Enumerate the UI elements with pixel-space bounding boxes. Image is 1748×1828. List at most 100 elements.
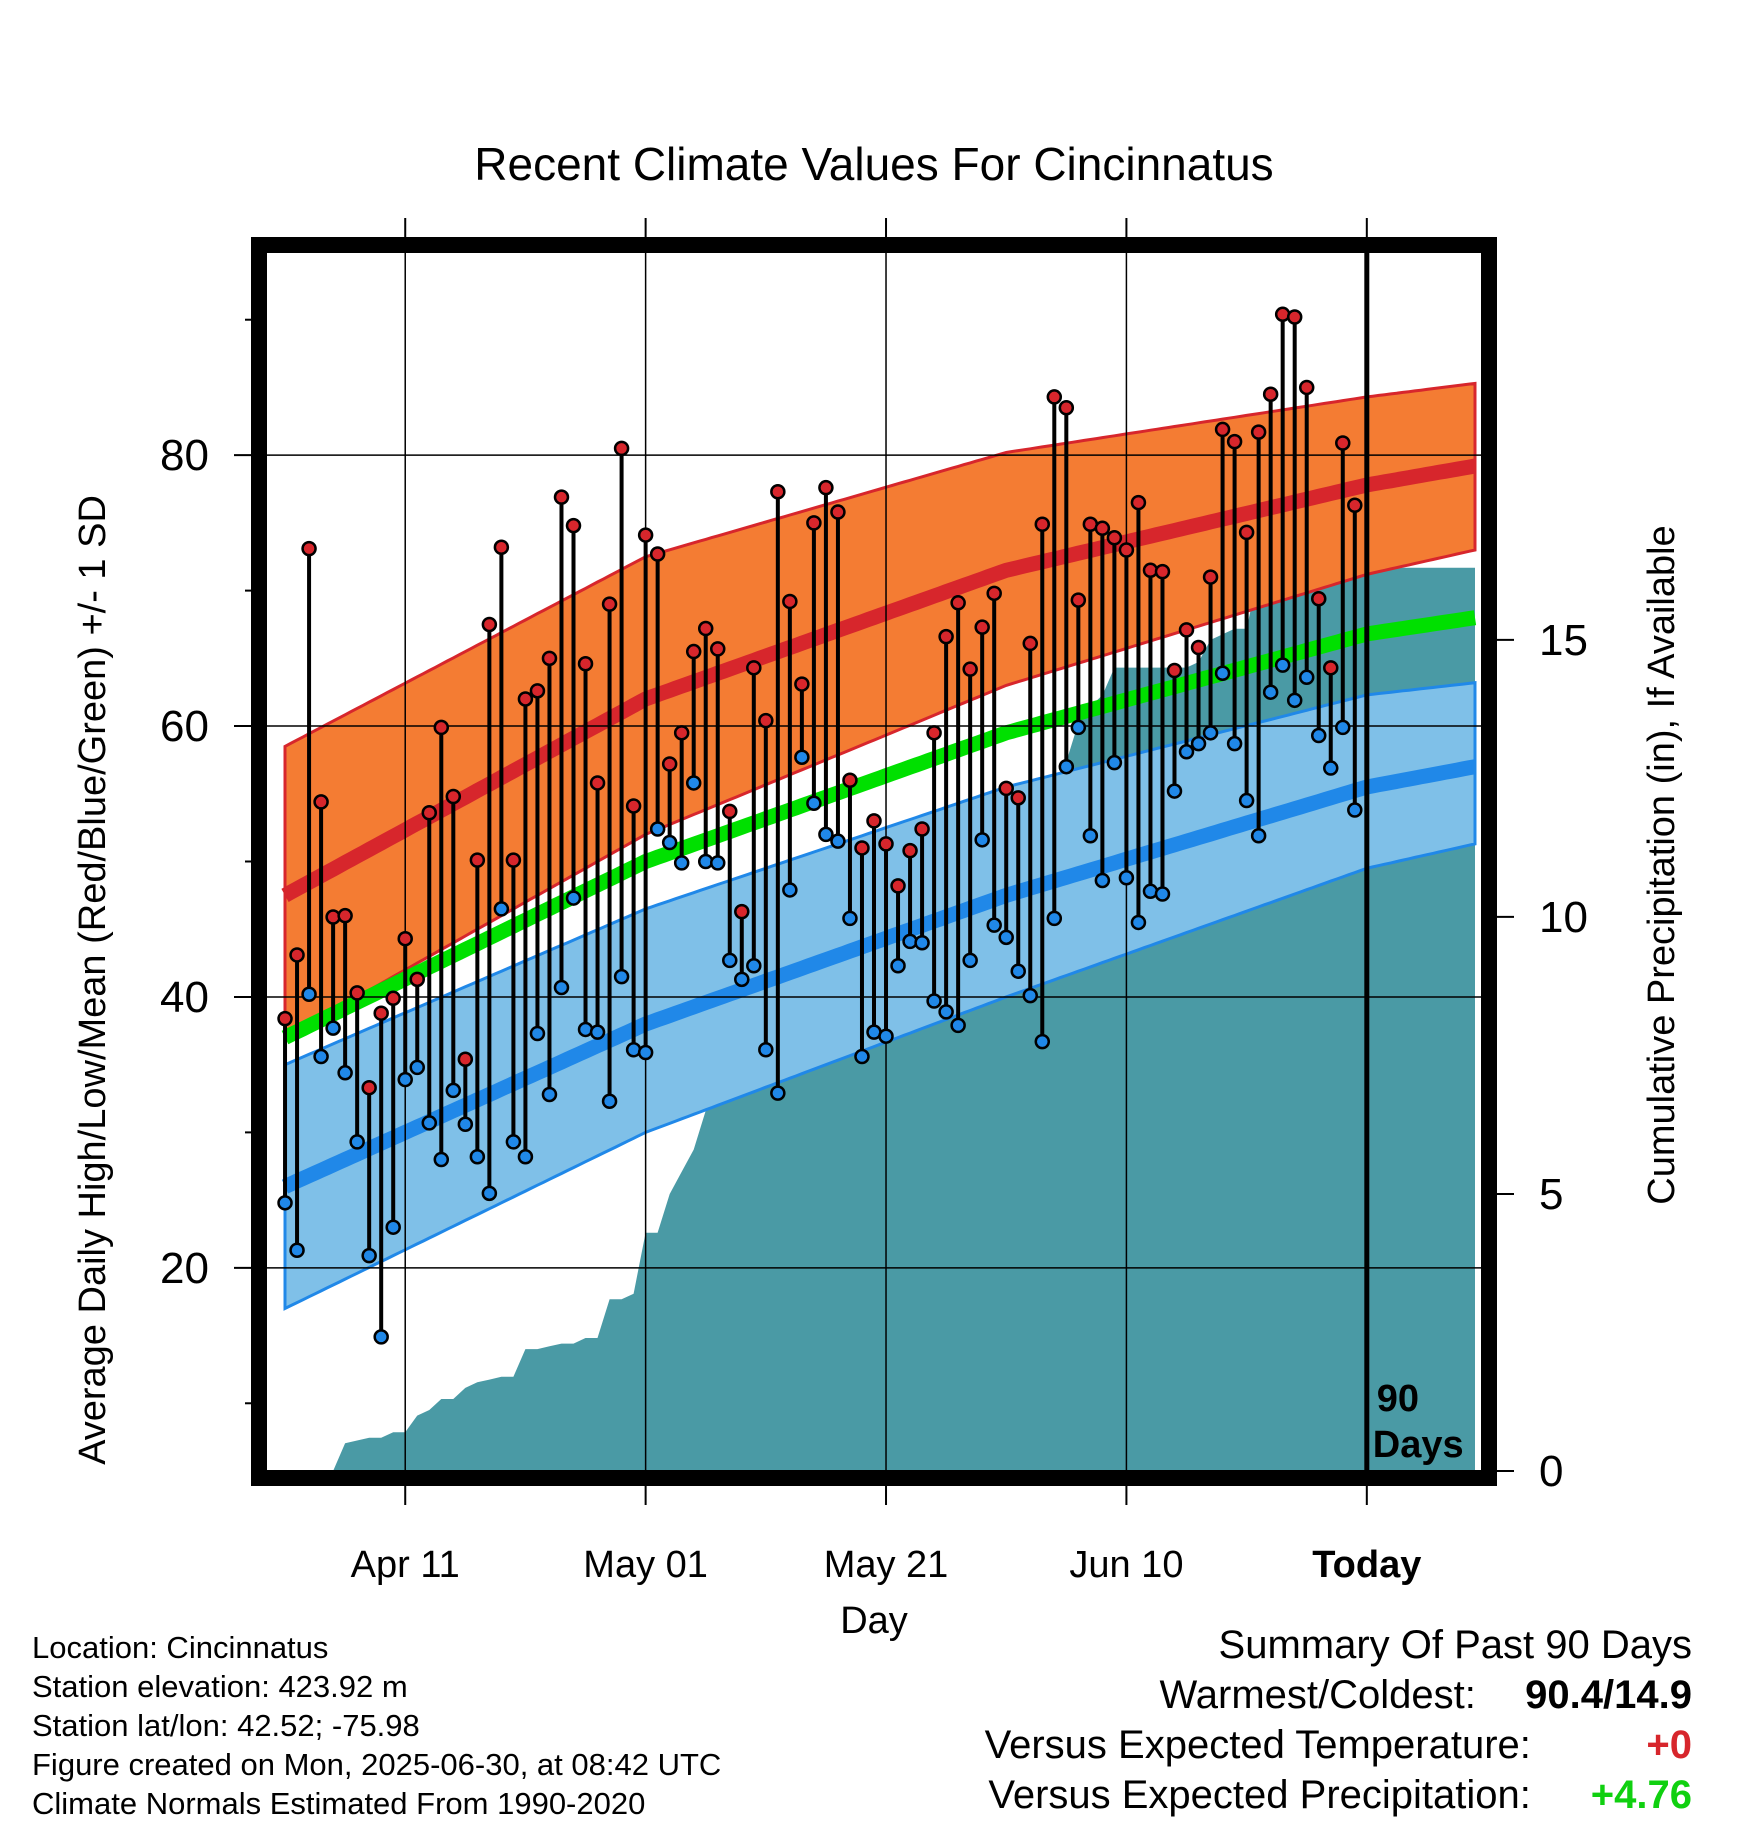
daily-high-point bbox=[421, 804, 438, 821]
daily-high-point bbox=[625, 798, 642, 814]
y-right-tick-label: 15 bbox=[1539, 616, 1588, 665]
daily-low-point bbox=[637, 1044, 654, 1061]
daily-low-point bbox=[1226, 735, 1243, 752]
daily-high-point bbox=[782, 593, 798, 610]
daily-low-point bbox=[890, 958, 906, 974]
daily-high-point bbox=[1238, 524, 1255, 541]
daily-high-point bbox=[1214, 421, 1231, 438]
plot-frame bbox=[251, 237, 1497, 1486]
daily-high-point bbox=[938, 628, 954, 645]
summary-heading: Summary Of Past 90 Days bbox=[1218, 1623, 1692, 1667]
daily-high-point bbox=[289, 947, 305, 963]
daily-high-point bbox=[457, 1051, 474, 1067]
daily-high-point bbox=[842, 772, 858, 788]
daily-low-point bbox=[1238, 792, 1255, 809]
x-tick-label: Today bbox=[1312, 1544, 1421, 1586]
daily-high-point bbox=[794, 676, 810, 692]
daily-high-point bbox=[770, 483, 786, 500]
daily-low-point bbox=[337, 1065, 353, 1081]
x-axis-label: Day bbox=[840, 1600, 908, 1642]
y-left-tick-label: 20 bbox=[160, 1244, 209, 1293]
daily-high-point bbox=[649, 546, 666, 562]
daily-high-point bbox=[577, 656, 594, 672]
daily-high-point bbox=[722, 803, 738, 820]
daily-low-point bbox=[469, 1149, 486, 1165]
climate-normals-period: Climate Normals Estimated From 1990-2020 bbox=[32, 1786, 646, 1821]
daily-high-point bbox=[1250, 424, 1267, 440]
station-latlon: Station lat/lon: 42.52; -75.98 bbox=[32, 1708, 420, 1743]
daily-range-bars bbox=[283, 314, 1357, 1337]
daily-high-point bbox=[1130, 494, 1147, 511]
daily-low-point bbox=[529, 1025, 546, 1042]
warmest-coldest-row: Warmest/Coldest: 90.4/14.9 bbox=[985, 1670, 1693, 1720]
daily-high-point bbox=[806, 515, 822, 531]
daily-high-point bbox=[1010, 790, 1026, 806]
daily-high-point bbox=[1166, 662, 1183, 679]
daily-high-point bbox=[878, 836, 894, 852]
daily-low-point bbox=[1022, 987, 1039, 1004]
daily-low-point bbox=[1347, 802, 1363, 818]
daily-high-point bbox=[1262, 386, 1279, 402]
x-tick-label: May 01 bbox=[583, 1544, 708, 1586]
daily-low-point bbox=[409, 1059, 425, 1076]
daily-low-point bbox=[349, 1134, 365, 1150]
daily-high-point bbox=[974, 619, 990, 635]
temperature-vs-expected-row: Versus Expected Temperature: +0 bbox=[985, 1720, 1692, 1770]
high-normal-line bbox=[281, 458, 1477, 902]
daily-high-point bbox=[962, 661, 978, 677]
daily-high-point bbox=[1298, 379, 1315, 396]
daily-high-point bbox=[902, 842, 918, 859]
daily-low-point bbox=[1262, 684, 1279, 700]
daily-high-point bbox=[337, 907, 353, 924]
temperature-vs-expected-value: +0 bbox=[1646, 1723, 1692, 1767]
daily-high-point bbox=[1323, 660, 1339, 676]
daily-low-point bbox=[361, 1247, 377, 1264]
daily-low-point bbox=[661, 834, 678, 851]
daily-low-point bbox=[878, 1028, 894, 1044]
warmest-coldest-value: 90.4/14.9 bbox=[1525, 1673, 1692, 1717]
daily-high-point bbox=[1070, 592, 1087, 608]
y-axis-left-label: Average Daily High/Low/Mean (Red/Blue/Gr… bbox=[72, 495, 114, 1465]
high-normal-band bbox=[283, 381, 1477, 1041]
station-info: Location: Cincinnatus Station elevation:… bbox=[32, 1628, 721, 1823]
daily-high-point bbox=[998, 780, 1014, 797]
daily-high-point bbox=[1335, 435, 1351, 451]
daily-high-point bbox=[613, 440, 630, 457]
daily-high-point bbox=[637, 527, 654, 543]
plot-area bbox=[267, 252, 1481, 1471]
daily-low-point bbox=[950, 1017, 966, 1034]
daily-high-point bbox=[373, 1005, 389, 1021]
daily-high-point bbox=[758, 712, 774, 729]
daily-high-point bbox=[1310, 590, 1327, 607]
daily-low-point bbox=[1190, 735, 1207, 752]
daily-high-point bbox=[397, 930, 413, 947]
daily-low-point bbox=[1286, 692, 1303, 709]
today-marker-label-1: 90 bbox=[1377, 1378, 1419, 1420]
x-tick-label: Apr 11 bbox=[351, 1544, 460, 1586]
daily-low-point bbox=[493, 901, 510, 917]
daily-low-point bbox=[673, 855, 690, 871]
y-left-tick-label: 40 bbox=[160, 973, 209, 1022]
daily-high-point bbox=[734, 903, 750, 920]
y-axis-right-label: Cumulative Precipitation (in), If Availa… bbox=[1641, 525, 1683, 1204]
daily-low-point bbox=[722, 952, 738, 969]
daily-low-point bbox=[481, 1185, 498, 1202]
daily-low-point bbox=[1046, 910, 1063, 927]
chart-title: Recent Climate Values For Cincinnatus bbox=[474, 138, 1273, 190]
daily-high-point bbox=[866, 813, 882, 829]
daily-low-point bbox=[1034, 1033, 1051, 1050]
daily-low-point bbox=[1202, 725, 1219, 741]
daily-high-point bbox=[1094, 520, 1111, 537]
warmest-coldest-label: Warmest/Coldest: bbox=[1159, 1673, 1476, 1717]
x-tick-label: Jun 10 bbox=[1069, 1544, 1183, 1586]
daily-low-point bbox=[1106, 754, 1123, 771]
daily-low-point bbox=[541, 1086, 558, 1103]
daily-low-point bbox=[974, 832, 990, 848]
daily-high-point bbox=[589, 775, 606, 791]
daily-high-point bbox=[529, 683, 546, 699]
daily-low-point bbox=[758, 1042, 774, 1058]
daily-high-point bbox=[1154, 563, 1171, 580]
daily-low-point bbox=[601, 1093, 618, 1109]
normal-bands bbox=[281, 381, 1477, 1311]
daily-low-point bbox=[1274, 657, 1291, 673]
